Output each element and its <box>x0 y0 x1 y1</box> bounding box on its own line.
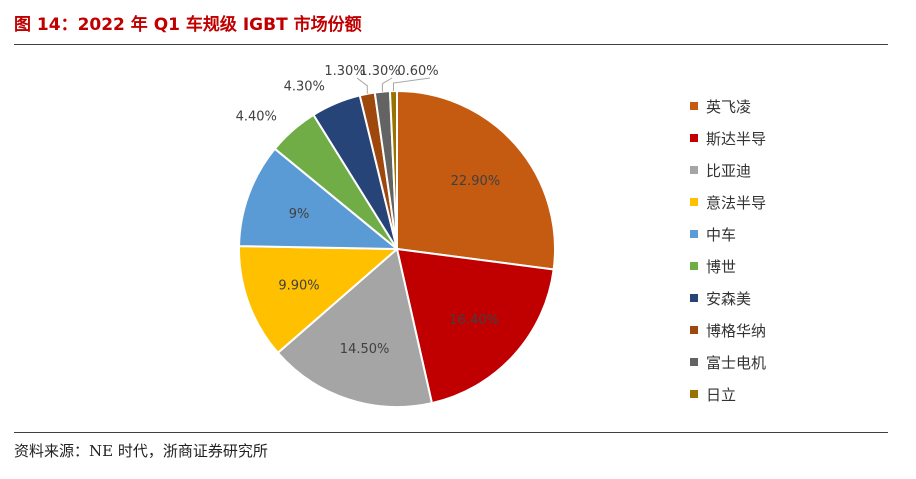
legend-label: 博世 <box>706 257 737 276</box>
top-rule <box>14 44 888 45</box>
legend-label: 英飞凌 <box>706 97 752 116</box>
legend-swatch <box>690 262 698 270</box>
legend-label: 富士电机 <box>706 353 767 372</box>
pie-slice <box>388 89 398 250</box>
source-note: 资料来源：NE 时代，浙商证券研究所 <box>14 442 268 460</box>
legend-label: 博格华纳 <box>706 321 767 340</box>
legend-item: 意法半导 <box>690 186 766 218</box>
leader-line <box>356 77 368 94</box>
legend-label: 斯达半导 <box>706 129 767 148</box>
legend-label: 安森美 <box>706 289 752 308</box>
pie-slice <box>395 247 555 405</box>
pie-slice <box>276 247 434 408</box>
legend-swatch <box>690 294 698 302</box>
legend-swatch <box>690 390 698 398</box>
legend-label: 意法半导 <box>706 193 767 212</box>
pie-slice <box>238 245 400 355</box>
legend-item: 斯达半导 <box>690 122 766 154</box>
legend-item: 英飞凌 <box>690 90 766 122</box>
legend-item: 中车 <box>690 218 766 250</box>
leader-line <box>381 77 393 92</box>
bottom-rule <box>14 432 888 433</box>
legend-swatch <box>690 326 698 334</box>
slice-data-label: 14.50% <box>340 342 390 357</box>
slice-data-label: 16.40% <box>449 313 499 328</box>
figure-title: 图 14：2022 年 Q1 车规级 IGBT 市场份额 <box>14 15 362 35</box>
legend-label: 日立 <box>706 385 737 404</box>
slice-data-label: 1.30% <box>324 64 365 79</box>
pie-slice <box>238 147 400 251</box>
legend-item: 比亚迪 <box>690 154 766 186</box>
legend-item: 日立 <box>690 378 766 410</box>
leader-line <box>393 77 431 91</box>
legend-item: 博世 <box>690 250 766 282</box>
legend-swatch <box>690 198 698 206</box>
pie-slice <box>396 89 557 271</box>
legend-item: 安森美 <box>690 282 766 314</box>
legend-swatch <box>690 134 698 142</box>
slice-data-label: 1.30% <box>359 64 400 79</box>
slice-data-label: 9.90% <box>278 279 319 294</box>
slice-data-label: 4.40% <box>236 110 277 125</box>
slice-data-label: 0.60% <box>397 64 438 79</box>
slice-data-label: 22.90% <box>451 174 501 189</box>
legend-item: 博格华纳 <box>690 314 766 346</box>
legend-item: 富士电机 <box>690 346 766 378</box>
slice-data-label: 4.30% <box>284 80 325 95</box>
legend-swatch <box>690 102 698 110</box>
chart-legend: 英飞凌斯达半导比亚迪意法半导中车博世安森美博格华纳富士电机日立 <box>690 90 766 410</box>
legend-label: 中车 <box>706 225 737 244</box>
legend-swatch <box>690 230 698 238</box>
legend-swatch <box>690 166 698 174</box>
slice-data-label: 9% <box>289 207 310 222</box>
legend-swatch <box>690 358 698 366</box>
legend-label: 比亚迪 <box>706 161 752 180</box>
